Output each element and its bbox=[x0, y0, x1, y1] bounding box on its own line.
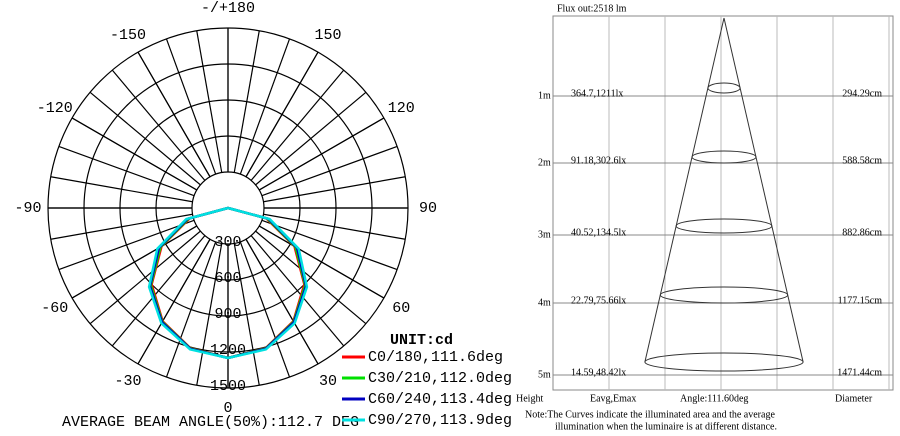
height: 3m bbox=[538, 229, 551, 240]
radial-grid-line bbox=[191, 171, 265, 245]
radial-grid-line bbox=[83, 63, 373, 353]
cone-ellipse bbox=[659, 286, 789, 304]
cone-ellipse bbox=[691, 150, 757, 164]
note: illumination when the luminaire is at di… bbox=[555, 421, 777, 432]
height: 4m bbox=[538, 297, 551, 308]
radial-tick-label: 900 bbox=[214, 306, 241, 323]
angle-tick-label: 30 bbox=[319, 373, 337, 390]
angle-tick-label: -/+180 bbox=[201, 0, 255, 17]
unit-label: UNIT:cd bbox=[390, 332, 453, 349]
note: Note:The Curves indicate the illuminated… bbox=[525, 409, 775, 420]
illuminance: 22.79,75.66lx bbox=[571, 295, 626, 306]
cone-ellipse bbox=[675, 218, 773, 234]
angle-tick-label: -120 bbox=[37, 100, 73, 117]
illuminance: 40.52,134.5lx bbox=[571, 227, 626, 238]
legend-label: C0/180,111.6deg bbox=[368, 349, 503, 366]
height: 1m bbox=[538, 90, 551, 101]
angle-tick-label: -90 bbox=[14, 200, 41, 217]
cone-ellipse bbox=[707, 82, 741, 94]
curve bbox=[147, 206, 309, 360]
legend-label: C90/270,113.9deg bbox=[368, 412, 512, 429]
header: Eavg,Emax bbox=[590, 393, 636, 404]
beam-angle: AVERAGE BEAM ANGLE(50%):112.7 DEG bbox=[62, 414, 359, 431]
angle-tick-label: 120 bbox=[388, 100, 415, 117]
diameter: 1177.15cm bbox=[838, 295, 883, 306]
diameter: 588.58cm bbox=[842, 155, 882, 166]
radial-grid-line bbox=[155, 135, 301, 281]
diameter: 294.29cm bbox=[842, 88, 882, 99]
legend-label: C30/210,112.0deg bbox=[368, 370, 512, 387]
height: 5m bbox=[538, 369, 551, 380]
angle-tick-label: -150 bbox=[110, 27, 146, 44]
cone-frame bbox=[552, 15, 894, 391]
radial-tick-label: 600 bbox=[214, 270, 241, 287]
cone-edge bbox=[723, 17, 804, 363]
cone-ellipse bbox=[644, 352, 804, 372]
illuminance: 14.59,48.42lx bbox=[571, 367, 626, 378]
flux: Flux out:2518 lm bbox=[557, 3, 627, 14]
legend-label: C60/240,113.4deg bbox=[368, 391, 512, 408]
angle-tick-label: 60 bbox=[392, 300, 410, 317]
height: 2m bbox=[538, 157, 551, 168]
header: Diameter bbox=[835, 393, 873, 404]
diameter: 882.86cm bbox=[842, 227, 882, 238]
angle-tick-label: -60 bbox=[41, 300, 68, 317]
angle-tick-label: 150 bbox=[314, 27, 341, 44]
header: Angle:111.60deg bbox=[680, 393, 748, 404]
angle-tick-label: 0 bbox=[223, 400, 232, 417]
radial-tick-label: 1500 bbox=[210, 378, 246, 395]
cone-edge bbox=[644, 17, 725, 363]
header: Height bbox=[516, 393, 543, 404]
illuminance: 364.7,1211lx bbox=[571, 88, 623, 99]
illuminance: 91.18,302.6lx bbox=[571, 155, 626, 166]
angle-tick-label: 90 bbox=[419, 200, 437, 217]
radial-grid-line bbox=[119, 99, 337, 317]
radial-grid-line bbox=[47, 27, 409, 389]
diameter: 1471.44cm bbox=[837, 367, 882, 378]
radial-tick-label: 300 bbox=[214, 234, 241, 251]
angle-tick-label: -30 bbox=[114, 373, 141, 390]
